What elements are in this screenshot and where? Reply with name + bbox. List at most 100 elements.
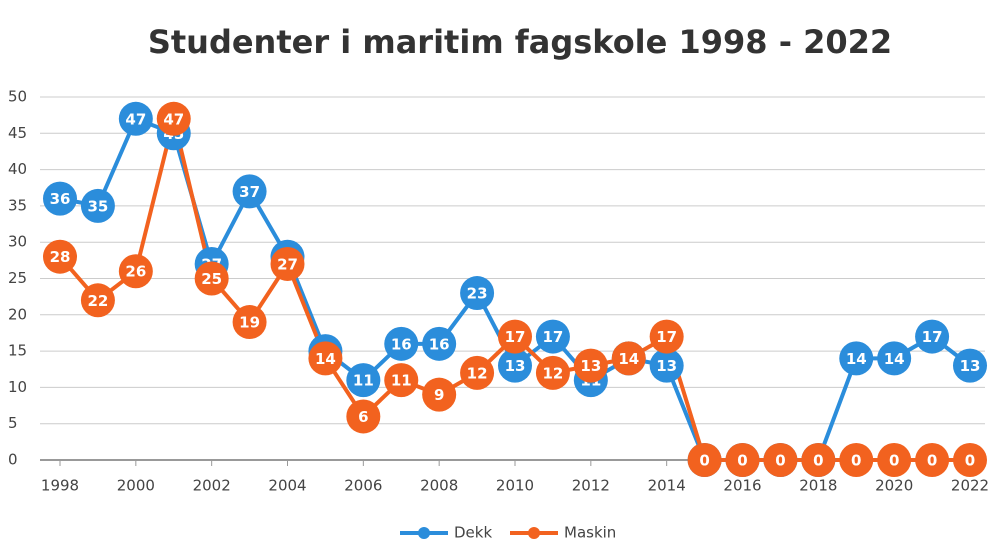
data-label: 11 bbox=[353, 372, 374, 390]
x-tick-label: 2004 bbox=[268, 477, 306, 495]
data-label: 16 bbox=[391, 335, 412, 353]
point bbox=[460, 276, 495, 311]
point bbox=[915, 319, 950, 354]
point bbox=[118, 254, 153, 289]
x-tick-label: 2002 bbox=[193, 477, 231, 495]
point bbox=[498, 348, 532, 383]
data-label: 0 bbox=[737, 452, 747, 470]
y-tick-label: 15 bbox=[8, 342, 27, 360]
point bbox=[915, 443, 950, 477]
point bbox=[384, 363, 419, 398]
data-label: 26 bbox=[125, 263, 146, 281]
point bbox=[877, 443, 912, 477]
data-label: 47 bbox=[125, 110, 146, 128]
data-label: 14 bbox=[884, 350, 905, 368]
data-label: 37 bbox=[239, 183, 260, 201]
x-tick-label: 2022 bbox=[951, 477, 989, 495]
data-label: 9 bbox=[434, 386, 444, 404]
data-label: 6 bbox=[358, 408, 368, 426]
data-label: 47 bbox=[163, 110, 184, 128]
data-label: 0 bbox=[813, 452, 823, 470]
point bbox=[953, 348, 987, 383]
point bbox=[346, 399, 381, 434]
x-tick-label: 2006 bbox=[344, 477, 382, 495]
data-label: 14 bbox=[618, 350, 639, 368]
point bbox=[498, 319, 532, 354]
data-label: 17 bbox=[922, 328, 943, 346]
data-label: 35 bbox=[87, 197, 108, 215]
y-tick-label: 30 bbox=[8, 233, 27, 251]
point bbox=[611, 341, 646, 376]
point bbox=[194, 261, 229, 296]
x-tick-label: 2020 bbox=[875, 477, 913, 495]
data-label: 22 bbox=[87, 292, 108, 310]
y-tick-label: 0 bbox=[8, 451, 18, 469]
point bbox=[535, 319, 570, 354]
y-tick-label: 45 bbox=[8, 124, 27, 142]
data-label: 0 bbox=[965, 452, 975, 470]
point bbox=[43, 181, 77, 216]
x-tick-label: 2008 bbox=[420, 477, 458, 495]
data-label: 17 bbox=[656, 328, 677, 346]
data-label: 0 bbox=[851, 452, 861, 470]
data-label: 13 bbox=[960, 357, 981, 375]
point bbox=[232, 305, 267, 340]
point bbox=[232, 174, 267, 209]
legend-swatch bbox=[528, 527, 540, 539]
data-label: 25 bbox=[201, 270, 222, 288]
point bbox=[270, 246, 305, 281]
point bbox=[156, 101, 191, 136]
data-label: 14 bbox=[315, 350, 336, 368]
point bbox=[953, 443, 987, 477]
data-label: 16 bbox=[429, 335, 450, 353]
point bbox=[877, 341, 912, 376]
data-label: 13 bbox=[505, 357, 526, 375]
y-tick-label: 50 bbox=[8, 88, 27, 106]
point bbox=[80, 188, 115, 223]
y-tick-label: 35 bbox=[8, 196, 27, 214]
y-tick-label: 10 bbox=[8, 378, 27, 396]
data-label: 0 bbox=[699, 452, 709, 470]
point bbox=[725, 443, 760, 477]
data-label: 0 bbox=[775, 452, 785, 470]
y-tick-label: 40 bbox=[8, 160, 27, 178]
x-tick-label: 2014 bbox=[648, 477, 686, 495]
data-label: 13 bbox=[580, 357, 601, 375]
data-label: 14 bbox=[846, 350, 867, 368]
data-label: 17 bbox=[542, 328, 563, 346]
point bbox=[839, 341, 874, 376]
point bbox=[573, 348, 608, 383]
point bbox=[422, 377, 457, 412]
point bbox=[535, 355, 570, 390]
data-label: 19 bbox=[239, 314, 260, 332]
data-label: 13 bbox=[656, 357, 677, 375]
y-tick-label: 25 bbox=[8, 269, 27, 287]
legend-label: Maskin bbox=[564, 524, 616, 542]
point bbox=[763, 443, 798, 477]
point bbox=[346, 363, 381, 398]
point bbox=[801, 443, 836, 477]
x-tick-label: 1998 bbox=[41, 477, 79, 495]
point bbox=[839, 443, 874, 477]
point bbox=[649, 348, 684, 383]
data-label: 11 bbox=[391, 372, 412, 390]
data-label: 36 bbox=[50, 190, 71, 208]
data-label: 28 bbox=[50, 248, 71, 266]
legend-swatch bbox=[418, 527, 430, 539]
x-tick-label: 2010 bbox=[496, 477, 534, 495]
point bbox=[384, 326, 419, 361]
data-label: 23 bbox=[467, 285, 488, 303]
legend-label: Dekk bbox=[454, 524, 492, 542]
y-tick-label: 20 bbox=[8, 305, 27, 323]
point bbox=[308, 341, 343, 376]
chart-title: Studenter i maritim fagskole 1998 - 2022 bbox=[148, 23, 892, 61]
data-label: 12 bbox=[542, 364, 563, 382]
point bbox=[460, 355, 495, 390]
point bbox=[43, 239, 77, 274]
x-tick-label: 2012 bbox=[572, 477, 610, 495]
point bbox=[118, 101, 153, 136]
data-label: 0 bbox=[889, 452, 899, 470]
data-label: 0 bbox=[927, 452, 937, 470]
x-tick-label: 2018 bbox=[799, 477, 837, 495]
